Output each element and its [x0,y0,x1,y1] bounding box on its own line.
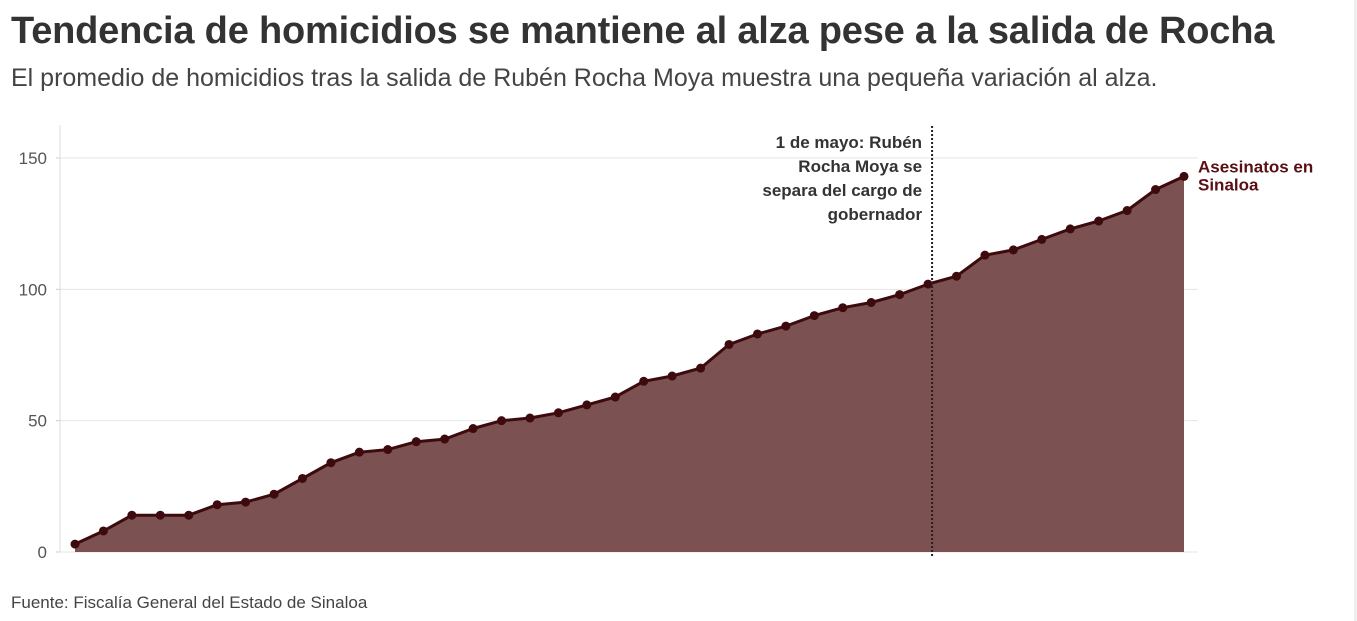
y-tick-label-100: 100 [19,280,47,299]
data-point-20 [610,392,620,402]
data-point-40 [1179,171,1189,181]
y-tick-label-50: 50 [28,412,47,431]
y-tick-label-150: 150 [19,149,47,168]
data-point-37 [1094,216,1104,226]
data-point-19 [582,400,592,410]
data-point-39 [1151,185,1161,195]
data-point-11 [354,447,364,457]
data-point-21 [639,376,649,386]
source-note: Fuente: Fiscalía General del Estado de S… [11,593,368,612]
data-point-27 [809,311,819,321]
data-point-23 [696,363,706,373]
homicide-area-chart: 0 50 100 150 1 de mayo: Rubén Rocha Moya se s… [19,125,1313,562]
data-point-17 [525,413,535,423]
data-point-7 [241,497,251,507]
data-point-15 [468,424,478,434]
data-point-25 [752,329,762,339]
data-point-2 [98,526,108,536]
data-point-31 [923,279,933,289]
annotation-text-line-2: Rocha Moya se [798,157,922,176]
data-point-16 [497,416,507,426]
data-point-35 [1037,234,1047,244]
scroll-edge [1354,0,1357,621]
data-point-24 [724,339,734,349]
series-label-line-1: Asesinatos en [1198,157,1313,176]
series-area [75,176,1184,552]
data-point-1 [70,539,80,549]
data-point-29 [866,297,876,307]
data-point-5 [184,510,194,520]
data-point-28 [838,303,848,313]
annotation-text-line-4: gobernador [828,205,923,224]
data-point-4 [155,510,165,520]
y-axis-ticks: 0 50 100 150 [19,149,60,562]
data-point-6 [212,500,222,510]
data-point-33 [980,250,990,260]
data-point-30 [895,290,905,300]
data-point-18 [553,408,563,418]
series-label-line-2: Sinaloa [1198,175,1259,194]
data-point-3 [127,510,137,520]
data-point-10 [326,458,336,468]
y-tick-label-0: 0 [38,543,47,562]
series-line [74,175,1185,546]
data-point-36 [1065,224,1075,234]
series-points [70,171,1189,549]
data-point-8 [269,489,279,499]
data-point-13 [411,437,421,447]
data-point-34 [1008,245,1018,255]
data-point-26 [781,321,791,331]
data-point-22 [667,371,677,381]
data-point-14 [440,434,450,444]
data-point-9 [297,473,307,483]
annotation-label: 1 de mayo: Rubén Rocha Moya se separa del … [762,133,922,224]
data-point-32 [952,271,962,281]
data-point-38 [1122,206,1132,216]
annotation-text-line-1: 1 de mayo: Rubén [776,133,922,152]
chart-subtitle: El promedio de homicidios tras la salida… [11,64,1158,92]
chart-title: Tendencia de homicidios se mantiene al a… [11,10,1275,52]
annotation-text-line-3: separa del cargo de [762,181,922,200]
data-point-12 [383,445,393,455]
